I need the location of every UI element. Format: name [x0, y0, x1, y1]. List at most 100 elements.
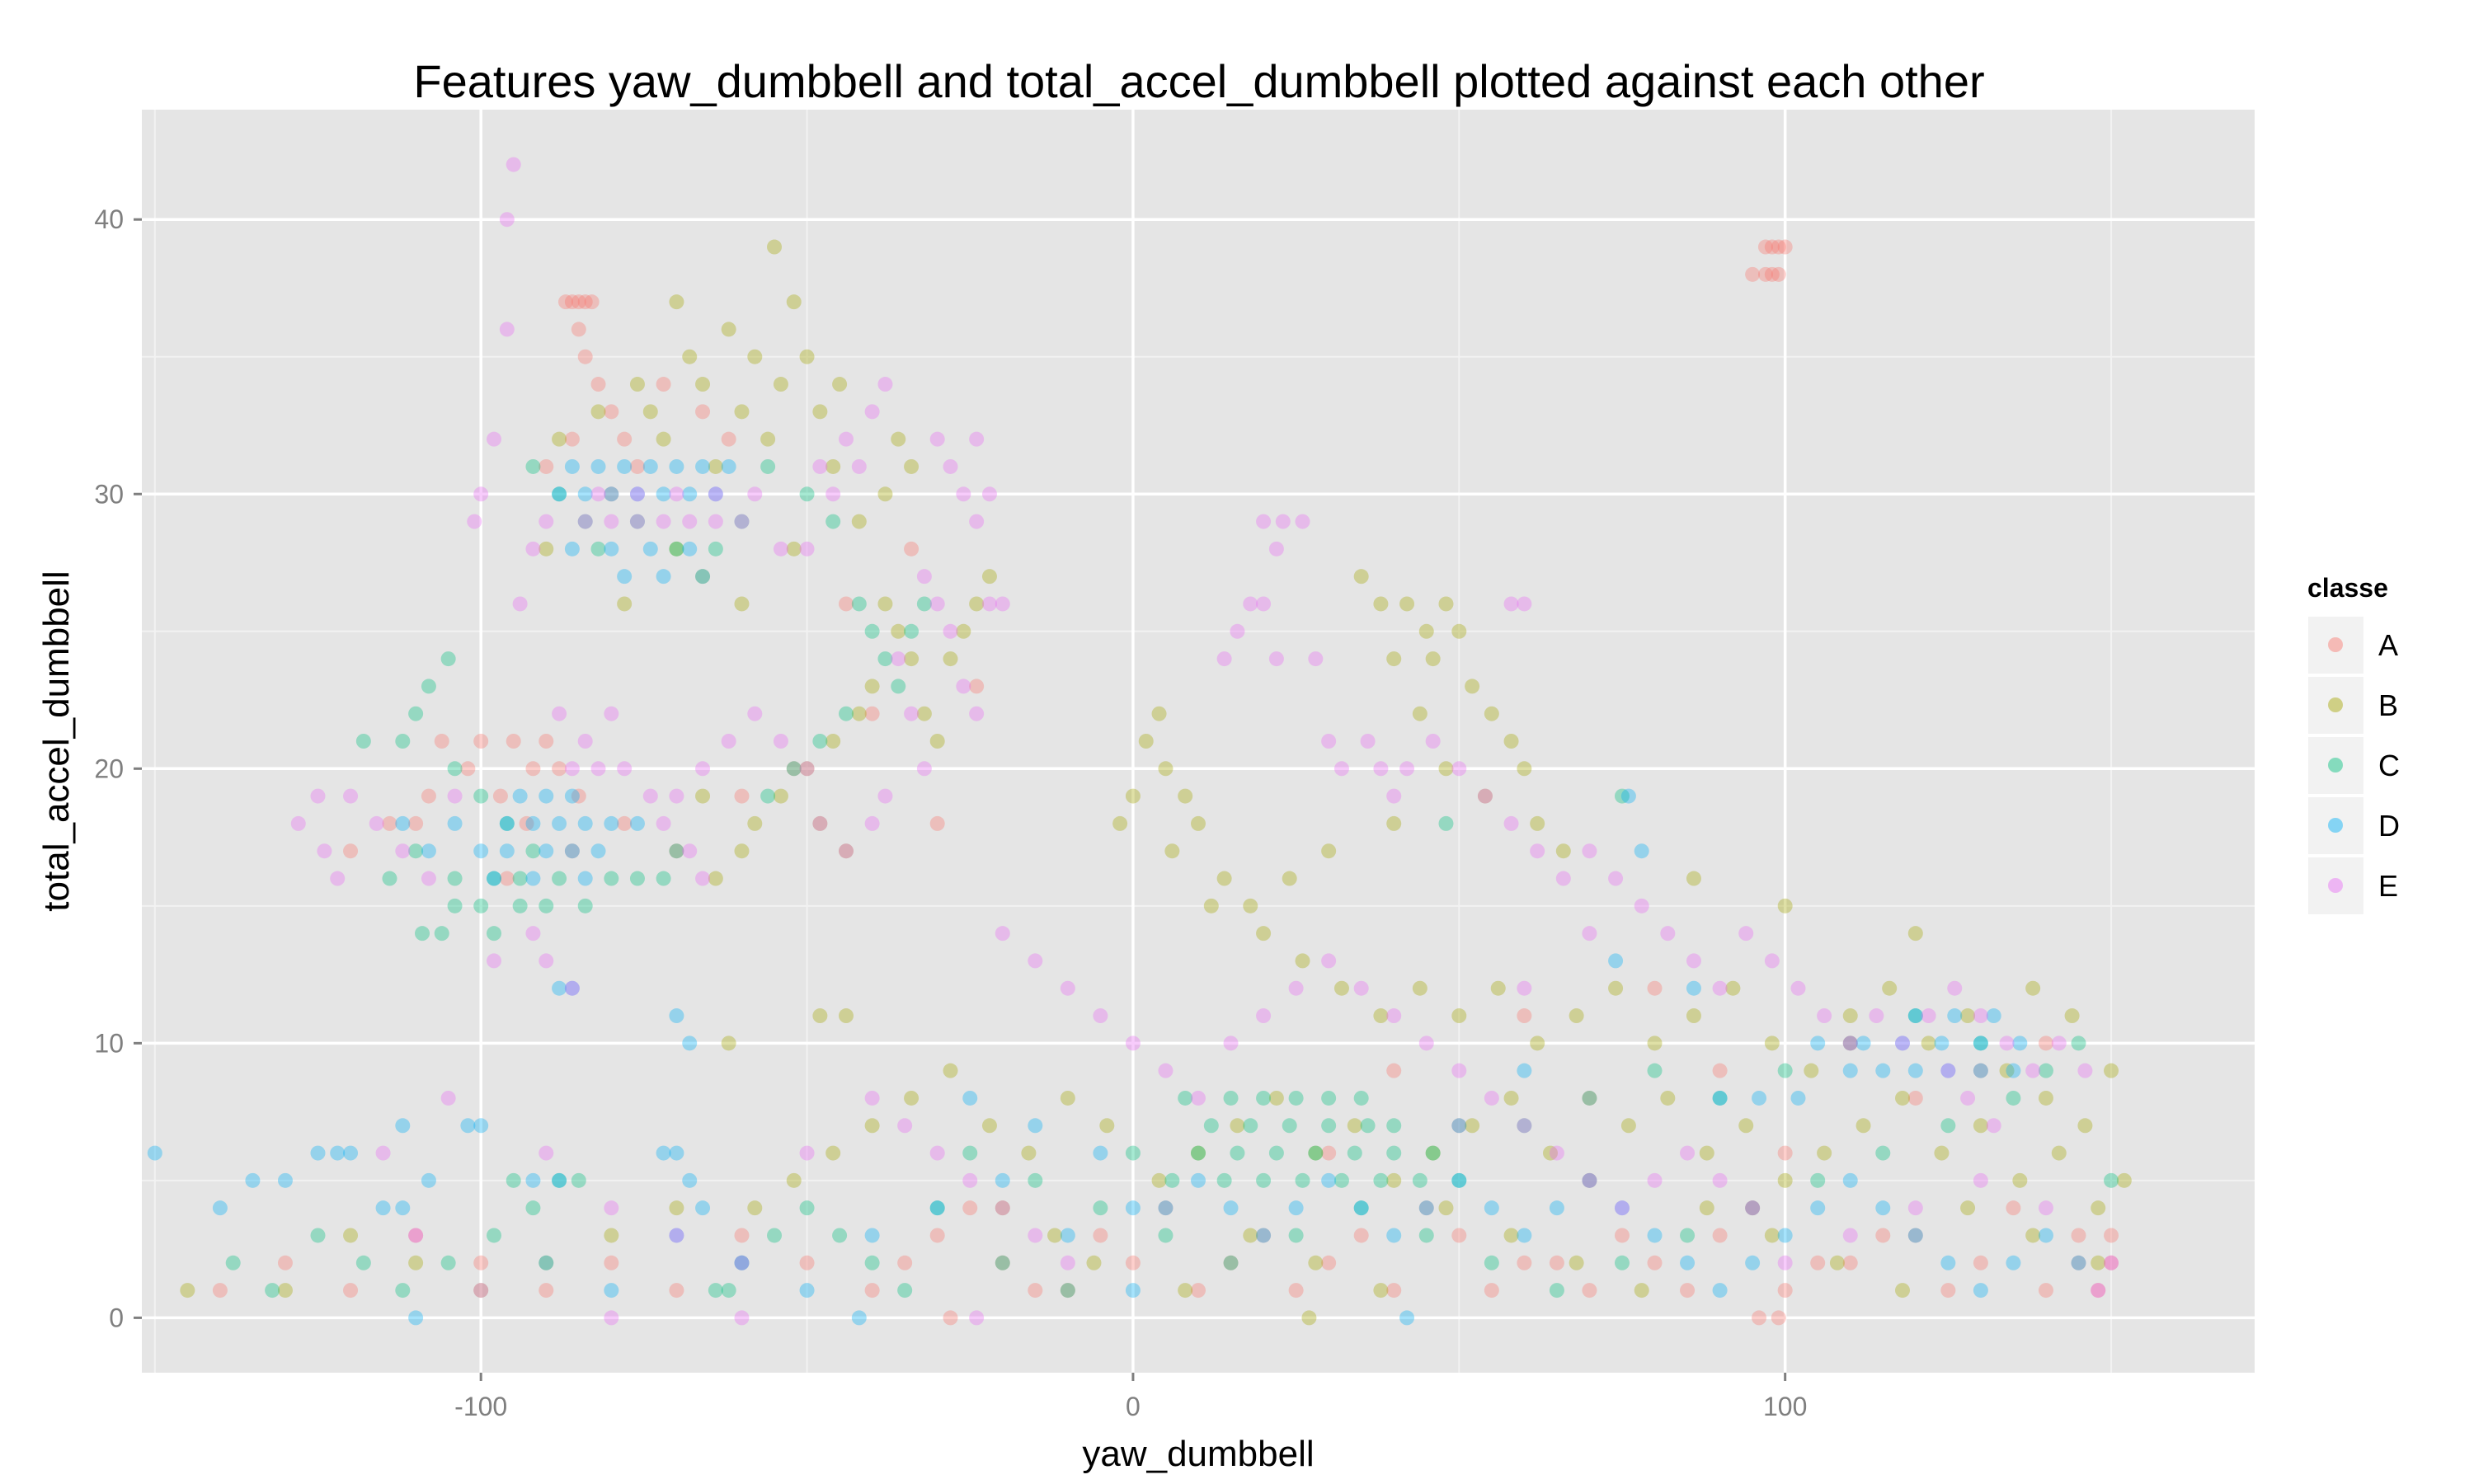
- data-point: [981, 1118, 997, 1134]
- data-point: [839, 596, 854, 612]
- data-point: [1647, 1036, 1663, 1051]
- data-point: [1093, 1008, 1108, 1024]
- data-point: [1256, 1228, 1272, 1243]
- data-point: [1947, 980, 1963, 996]
- x-tick-label: -100: [454, 1392, 507, 1421]
- data-point: [571, 322, 586, 337]
- data-point: [773, 788, 788, 804]
- data-point: [1973, 1063, 1988, 1078]
- data-point: [760, 431, 776, 447]
- data-point: [682, 349, 698, 364]
- data-point: [1856, 1036, 1871, 1051]
- legend-swatch: [2328, 758, 2343, 773]
- data-point: [1699, 1145, 1714, 1161]
- data-point: [656, 486, 671, 502]
- data-point: [799, 1200, 815, 1216]
- data-point: [1399, 1310, 1415, 1326]
- data-point: [904, 458, 920, 474]
- data-point: [2006, 1063, 2021, 1078]
- data-point: [564, 294, 580, 310]
- data-point: [1907, 1228, 1923, 1243]
- data-point: [786, 761, 802, 777]
- data-point: [1777, 1283, 1793, 1298]
- data-point: [590, 843, 606, 859]
- data-point: [962, 1200, 978, 1216]
- data-point: [1745, 1200, 1761, 1216]
- data-point: [995, 1255, 1010, 1270]
- data-point: [2091, 1283, 2106, 1298]
- data-point: [2071, 1036, 2086, 1051]
- data-point: [1921, 1036, 1936, 1051]
- data-point: [1973, 1036, 1988, 1051]
- data-point: [343, 1228, 359, 1243]
- data-point: [1907, 1008, 1923, 1024]
- data-point: [590, 458, 606, 474]
- data-point: [1203, 1118, 1219, 1134]
- data-point: [995, 926, 1010, 942]
- data-point: [734, 843, 750, 859]
- data-point: [577, 734, 593, 749]
- data-point: [1230, 1145, 1245, 1161]
- data-point: [1582, 843, 1597, 859]
- data-point: [1517, 596, 1532, 612]
- data-point: [786, 294, 802, 310]
- data-point: [590, 377, 606, 392]
- data-point: [539, 1255, 554, 1270]
- data-point: [669, 294, 684, 310]
- data-point: [147, 1145, 162, 1161]
- data-point: [995, 1172, 1010, 1188]
- data-point: [1164, 1172, 1180, 1188]
- data-point: [669, 1200, 684, 1216]
- data-point: [265, 1283, 280, 1298]
- data-point: [1777, 898, 1793, 913]
- data-point: [1777, 1228, 1793, 1243]
- data-point: [962, 1172, 978, 1188]
- data-point: [1386, 815, 1402, 831]
- data-point: [2038, 1200, 2053, 1216]
- data-point: [1503, 734, 1519, 749]
- data-point: [1451, 1172, 1467, 1188]
- data-point: [864, 679, 880, 694]
- data-point: [487, 871, 501, 886]
- data-point: [1425, 651, 1441, 667]
- data-point: [212, 1283, 228, 1298]
- data-point: [708, 486, 723, 502]
- data-point: [395, 815, 411, 831]
- data-point: [1934, 1036, 1950, 1051]
- data-point: [1973, 1063, 1988, 1078]
- data-point: [604, 486, 619, 502]
- data-point: [2038, 1036, 2053, 1051]
- data-point: [1986, 1008, 2001, 1024]
- data-point: [904, 706, 920, 721]
- data-point: [1484, 1200, 1499, 1216]
- data-point: [499, 843, 515, 859]
- data-point: [1451, 1228, 1467, 1243]
- data-point: [773, 541, 788, 556]
- data-point: [1752, 1090, 1767, 1106]
- data-point: [1438, 1200, 1454, 1216]
- data-point: [734, 1255, 750, 1270]
- data-point: [577, 898, 593, 913]
- data-point: [969, 514, 985, 529]
- data-point: [604, 1228, 619, 1243]
- data-point: [629, 514, 645, 529]
- data-point: [1614, 1228, 1630, 1243]
- legend-key: [2308, 617, 2363, 674]
- x-axis-label: yaw_dumbbell: [1082, 1434, 1314, 1474]
- data-point: [708, 486, 723, 502]
- data-point: [669, 843, 684, 859]
- data-point: [721, 1036, 736, 1051]
- data-point: [1282, 871, 1297, 886]
- data-point: [2104, 1255, 2119, 1270]
- data-point: [552, 486, 567, 502]
- data-point: [929, 1200, 945, 1216]
- data-point: [1347, 1145, 1362, 1161]
- data-point: [1418, 623, 1434, 639]
- data-point: [277, 1255, 293, 1270]
- data-point: [904, 541, 920, 556]
- data-point: [1125, 788, 1141, 804]
- data-point: [1386, 1118, 1402, 1134]
- data-point: [564, 843, 580, 859]
- data-point: [552, 871, 567, 886]
